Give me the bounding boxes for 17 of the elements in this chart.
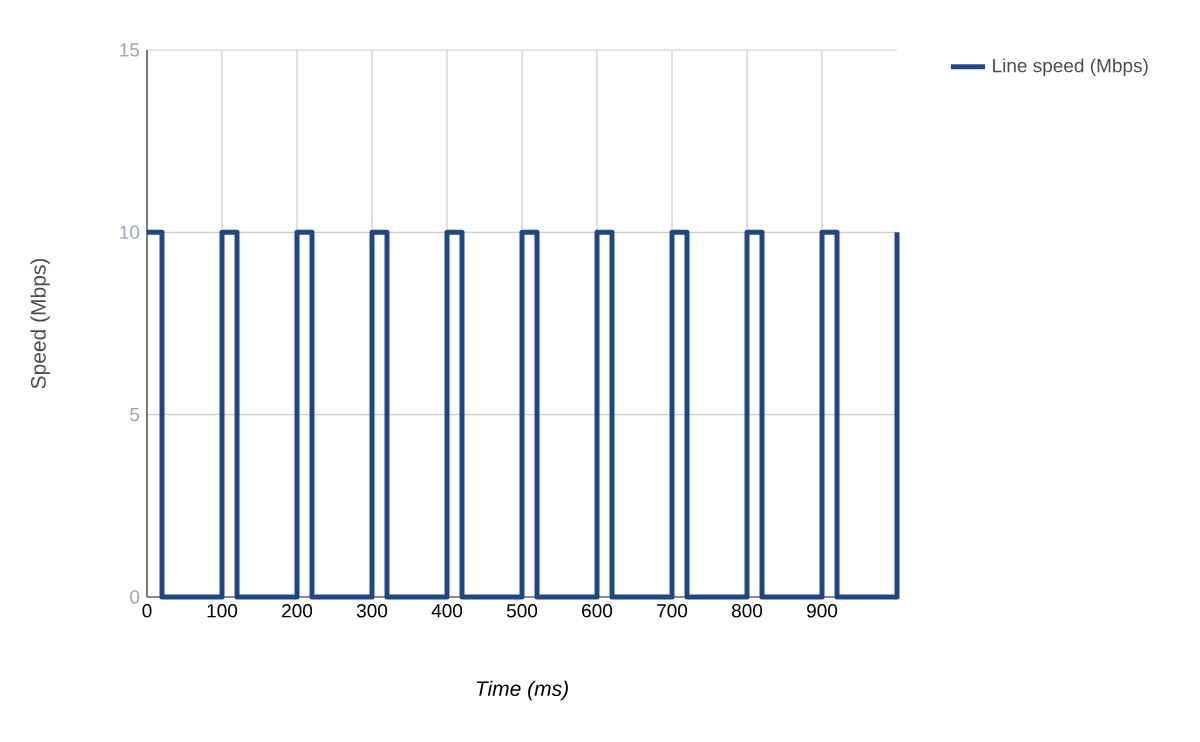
y-axis-title: Speed (Mbps): [30, 258, 50, 389]
x-tick-label: 600: [582, 604, 613, 618]
x-tick-label: 900: [807, 604, 838, 618]
x-tick-label: 800: [731, 604, 763, 618]
x-axis-title: Time (ms): [476, 680, 568, 701]
x-tick-label: 700: [657, 604, 688, 618]
legend-label: Line speed (Mbps): [993, 58, 1148, 77]
x-tick-label: 100: [207, 604, 238, 618]
y-tick-label: 15: [120, 43, 140, 57]
x-tick-label: 200: [282, 604, 313, 618]
x-tick-label: 500: [506, 604, 538, 618]
y-tick-label: 0: [130, 590, 140, 604]
x-tick-label: 400: [431, 604, 463, 618]
x-tick-label: 300: [356, 604, 388, 618]
y-tick-label: 5: [130, 408, 140, 422]
x-tick-label: 0: [142, 604, 152, 618]
y-tick-label: 10: [120, 225, 140, 240]
